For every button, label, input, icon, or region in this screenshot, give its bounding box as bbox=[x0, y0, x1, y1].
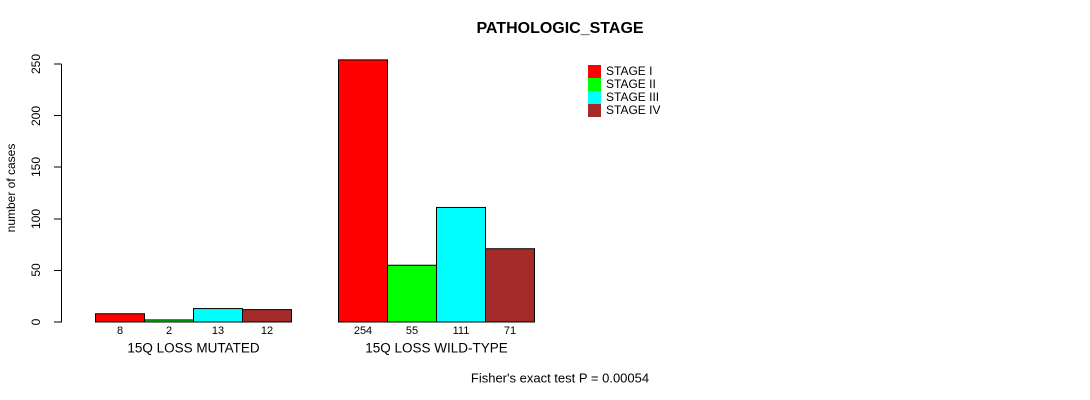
y-tick-label: 0 bbox=[29, 318, 43, 326]
legend-label: STAGE I bbox=[606, 64, 653, 78]
bar bbox=[193, 308, 243, 323]
legend-swatch-icon bbox=[588, 104, 601, 117]
y-tick-label: 200 bbox=[29, 105, 43, 126]
y-tick-label: 100 bbox=[29, 208, 43, 229]
legend-item: STAGE III bbox=[588, 91, 660, 104]
chart-title: PATHOLOGIC_STAGE bbox=[476, 20, 644, 37]
bar bbox=[485, 248, 535, 323]
bar-value-label: 13 bbox=[211, 325, 225, 337]
bar-value-label: 8 bbox=[116, 325, 124, 337]
bar-value-label: 254 bbox=[353, 325, 373, 337]
legend-label: STAGE IV bbox=[606, 103, 661, 117]
bar bbox=[338, 59, 388, 323]
bar bbox=[387, 264, 437, 323]
legend-label: STAGE II bbox=[606, 77, 656, 91]
legend-swatch-icon bbox=[588, 91, 601, 104]
bar-value-label: 12 bbox=[260, 325, 274, 337]
legend-item: STAGE I bbox=[588, 65, 660, 78]
bar-value-label: 111 bbox=[452, 325, 470, 337]
legend-swatch-icon bbox=[588, 78, 601, 91]
y-tick-label: 50 bbox=[29, 263, 43, 278]
bar bbox=[144, 319, 194, 323]
group-label: 15Q LOSS WILD-TYPE bbox=[365, 340, 508, 356]
bar bbox=[436, 206, 486, 323]
legend-swatch-icon bbox=[588, 65, 601, 78]
legend: STAGE I STAGE II STAGE III STAGE IV bbox=[588, 65, 660, 117]
bar bbox=[242, 309, 292, 323]
bar bbox=[95, 313, 145, 323]
legend-item: STAGE II bbox=[588, 78, 660, 91]
y-tick-label: 250 bbox=[29, 53, 43, 75]
legend-item: STAGE IV bbox=[588, 104, 660, 117]
bar-value-label: 2 bbox=[165, 325, 173, 337]
bar-value-label: 71 bbox=[503, 325, 517, 337]
y-tick-label: 150 bbox=[29, 157, 43, 178]
bar-value-label: 55 bbox=[405, 325, 419, 337]
group-label: 15Q LOSS MUTATED bbox=[127, 340, 260, 356]
legend-label: STAGE III bbox=[606, 90, 660, 104]
annotation-fisher-test: Fisher's exact test P = 0.00054 bbox=[470, 370, 650, 386]
